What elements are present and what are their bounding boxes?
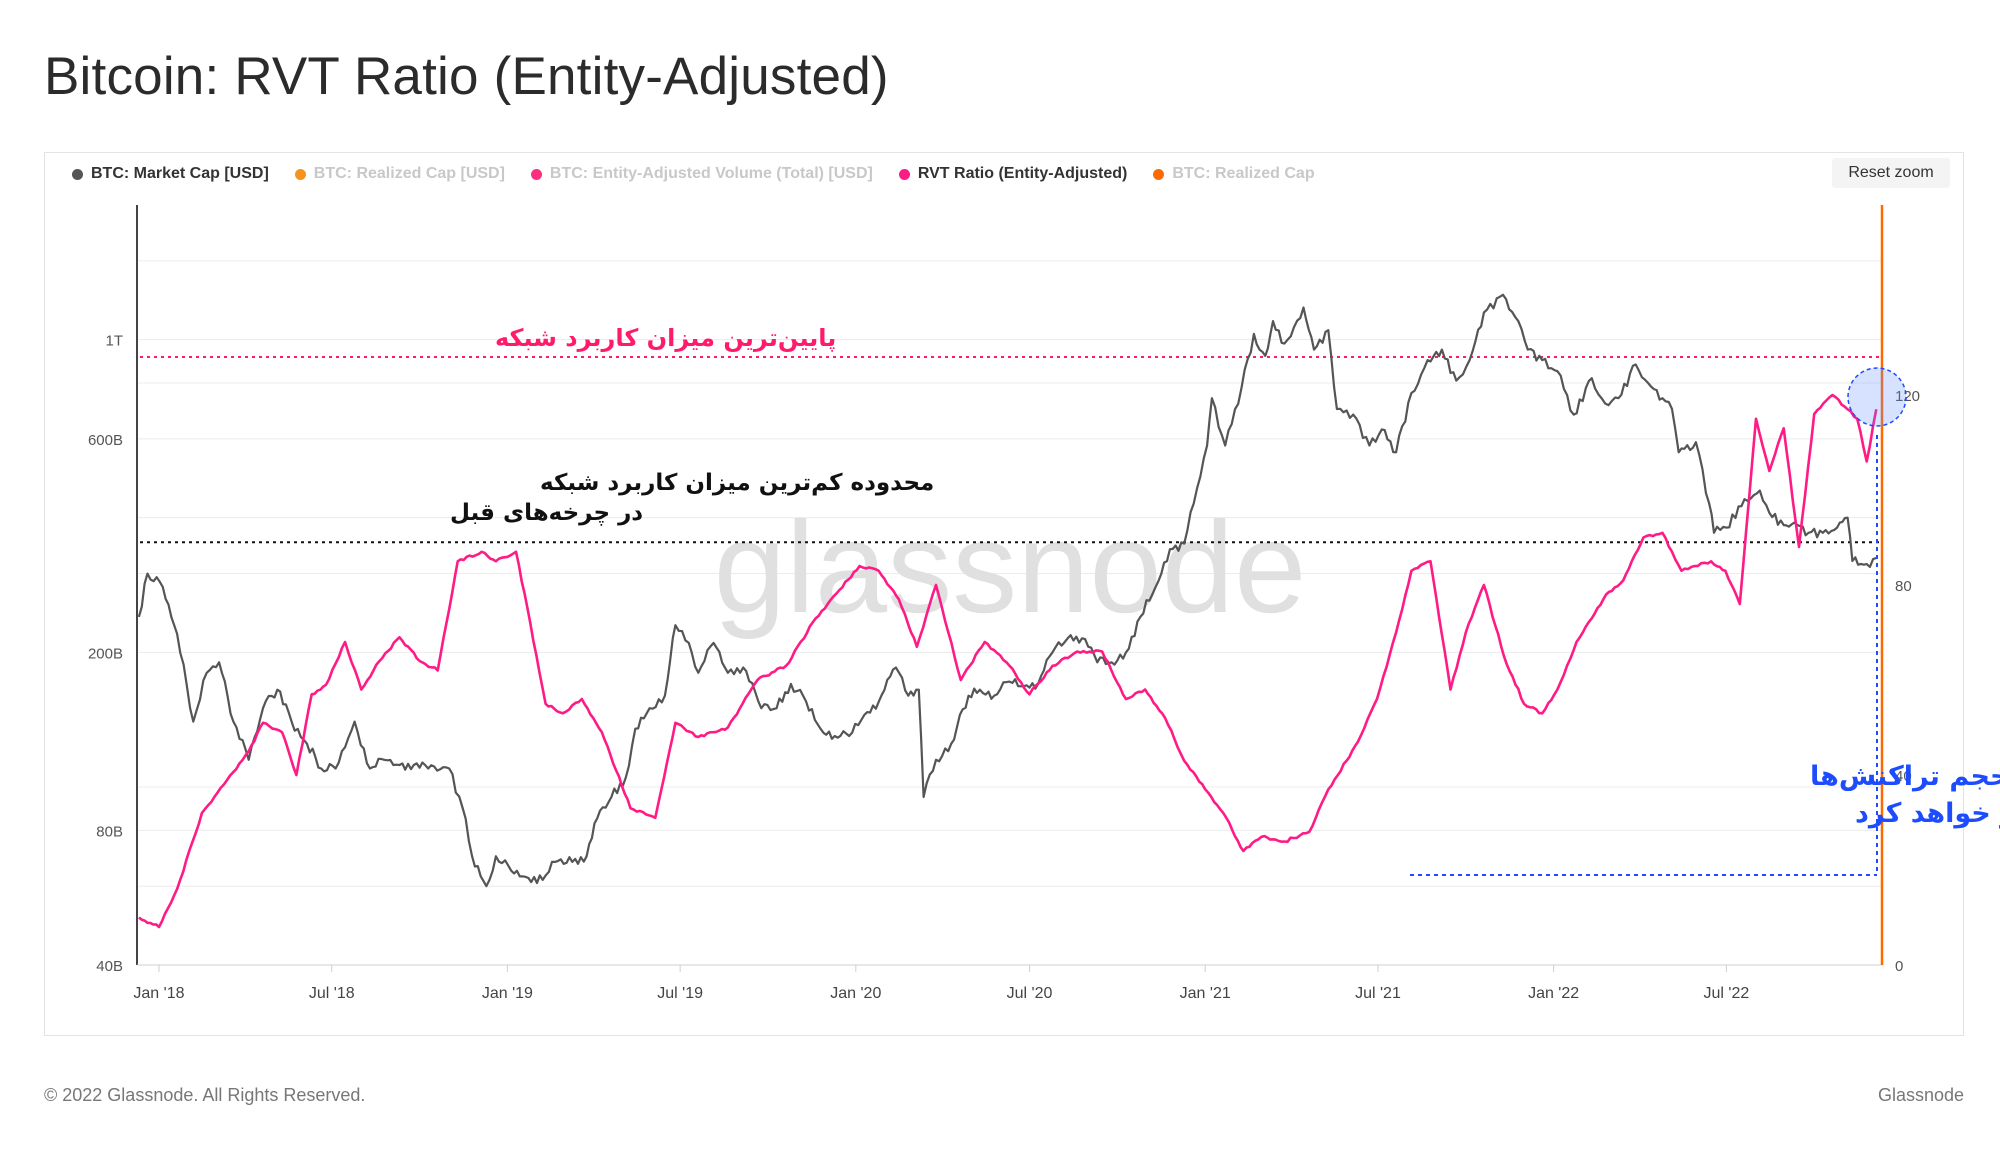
legend-dot-icon <box>530 168 542 180</box>
annotations: پایین‌ترین میزان کاربرد شبکه محدوده کم‌ت… <box>450 324 2000 876</box>
legend-dot-icon <box>72 168 83 180</box>
legend-item-market-cap[interactable]: BTC: Market Cap [USD] <box>72 165 269 183</box>
y-left-tick-label: 200B <box>88 645 123 662</box>
legend-label: BTC: Realized Cap [USD] <box>313 165 505 182</box>
annotation-lowest-usage: پایین‌ترین میزان کاربرد شبکه <box>495 324 836 352</box>
legend-label: BTC: Entity-Adjusted Volume (Total) [USD… <box>549 165 873 182</box>
y-right-tick-label: 80 <box>1895 578 1912 595</box>
y-right-tick-label: 120 <box>1895 388 1920 405</box>
series-line-rvt-ratio <box>138 393 1878 929</box>
annotation-highlight-circle <box>1847 367 1907 427</box>
x-tick-label: Jul '19 <box>657 985 703 1002</box>
y-left-tick-label: 40B <box>96 958 123 975</box>
legend-label: RVT Ratio (Entity-Adjusted) <box>917 165 1128 182</box>
series-layer <box>137 293 1878 929</box>
chart-frame <box>44 152 1964 1036</box>
annotation-prev-cycles-line2: در چرخه‌های قبل <box>450 500 643 526</box>
x-tick-label: Jan '22 <box>1528 985 1579 1002</box>
annotation-decline-line2: میزان کاربرد شبکه را کمتر خواهد کرد <box>1855 798 2000 829</box>
legend-dot-icon <box>898 168 910 180</box>
y-right-tick-label: 0 <box>1895 958 1903 975</box>
legend-label: BTC: Market Cap [USD] <box>91 165 269 182</box>
x-tick-label: Jan '21 <box>1180 985 1231 1002</box>
x-tick-label: Jan '19 <box>482 985 533 1002</box>
x-tick-label: Jul '20 <box>1007 985 1053 1002</box>
legend-label: BTC: Realized Cap <box>1172 165 1315 182</box>
reset-zoom-button[interactable]: Reset zoom <box>1832 158 1950 188</box>
axes: 40B 80B 200B 600B 1T 0 40 80 120 Jan '18 Jul '18 Ja… <box>88 205 1920 1002</box>
annotation-decline-line1: کاهش بیشتر حجم تراکنش‌ها <box>1810 761 2000 792</box>
reference-lines <box>140 356 1880 544</box>
footer-brand: Glassnode <box>1877 1085 1964 1105</box>
legend-item-realized-cap-2[interactable]: BTC: Realized Cap <box>1153 165 1315 183</box>
x-tick-label: Jul '22 <box>1704 985 1750 1002</box>
watermark: glassnode <box>714 494 1307 640</box>
x-tick-label: Jan '18 <box>133 985 184 1002</box>
grid-lines <box>137 260 1882 966</box>
y-left-tick-label: 80B <box>96 823 123 840</box>
legend-item-entity-volume[interactable]: BTC: Entity-Adjusted Volume (Total) [USD… <box>530 165 873 183</box>
legend-dot-icon <box>294 168 306 180</box>
legend-dot-icon <box>1153 168 1165 180</box>
y-right-tick-label: 40 <box>1895 768 1912 785</box>
y-left-tick-label: 600B <box>88 432 123 449</box>
series-line-market-cap <box>137 293 1877 888</box>
x-tick-label: Jan '20 <box>830 985 881 1002</box>
legend-item-rvt-ratio[interactable]: RVT Ratio (Entity-Adjusted) <box>898 165 1128 183</box>
footer-copyright: © 2022 Glassnode. All Rights Reserved. <box>44 1085 366 1105</box>
page-title: Bitcoin: RVT Ratio (Entity-Adjusted) <box>44 47 889 106</box>
legend-item-realized-cap[interactable]: BTC: Realized Cap [USD] <box>294 165 505 183</box>
chart-legend: BTC: Market Cap [USD] BTC: Realized Cap … <box>72 165 1315 183</box>
x-tick-label: Jul '18 <box>309 985 355 1002</box>
x-tick-label: Jul '21 <box>1355 985 1401 1002</box>
annotation-prev-cycles-line1: محدوده کم‌ترین میزان کاربرد شبکه <box>540 470 934 496</box>
y-left-tick-label: 1T <box>105 333 123 350</box>
